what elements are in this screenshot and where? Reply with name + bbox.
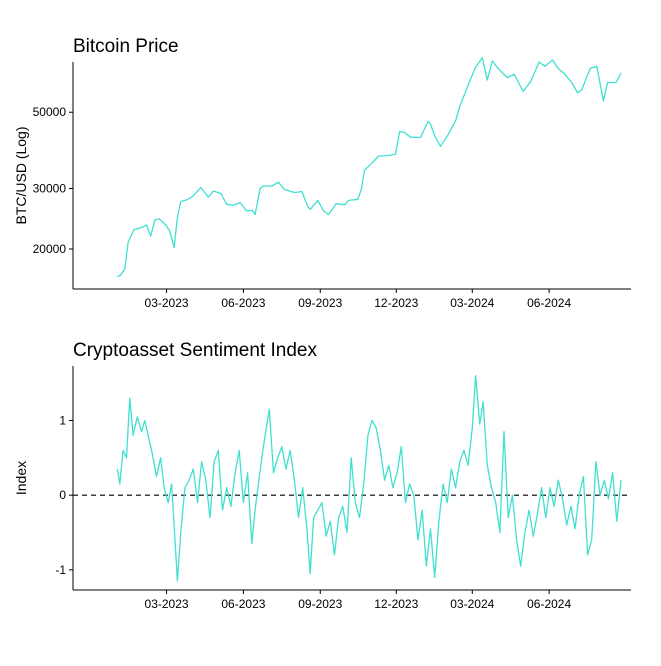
sentiment-y-tick-label: 0 bbox=[59, 488, 66, 502]
sentiment-series-line bbox=[116, 375, 622, 582]
price-x-tick-label: 12-2023 bbox=[374, 296, 418, 310]
sentiment-x-tick-label: 06-2023 bbox=[221, 597, 265, 611]
sentiment-x-tick-label: 12-2023 bbox=[374, 597, 418, 611]
sentiment-y-tick-label: -1 bbox=[55, 563, 66, 577]
price-x-tick-label: 09-2023 bbox=[298, 296, 342, 310]
price-y-tick-label: 20000 bbox=[33, 242, 67, 256]
price-x-tick-label: 03-2023 bbox=[145, 296, 189, 310]
sentiment-y-axis-title: Index bbox=[13, 461, 29, 495]
price-y-tick-label: 30000 bbox=[33, 181, 67, 195]
price-y-tick-label: 50000 bbox=[33, 105, 67, 119]
price-series-line bbox=[116, 57, 622, 278]
price-chart-title: Bitcoin Price bbox=[73, 36, 179, 57]
sentiment-x-tick-label: 03-2024 bbox=[450, 597, 494, 611]
price-x-tick-label: 06-2023 bbox=[221, 296, 265, 310]
sentiment-y-tick-label: 1 bbox=[59, 414, 66, 428]
price-y-axis-title: BTC/USD (Log) bbox=[13, 126, 29, 224]
sentiment-x-tick-label: 06-2024 bbox=[527, 597, 571, 611]
sentiment-x-tick-label: 09-2023 bbox=[298, 597, 342, 611]
sentiment-x-tick-label: 03-2023 bbox=[145, 597, 189, 611]
sentiment-chart-title: Cryptoasset Sentiment Index bbox=[73, 340, 317, 361]
price-x-tick-label: 06-2024 bbox=[527, 296, 571, 310]
price-x-tick-label: 03-2024 bbox=[450, 296, 494, 310]
